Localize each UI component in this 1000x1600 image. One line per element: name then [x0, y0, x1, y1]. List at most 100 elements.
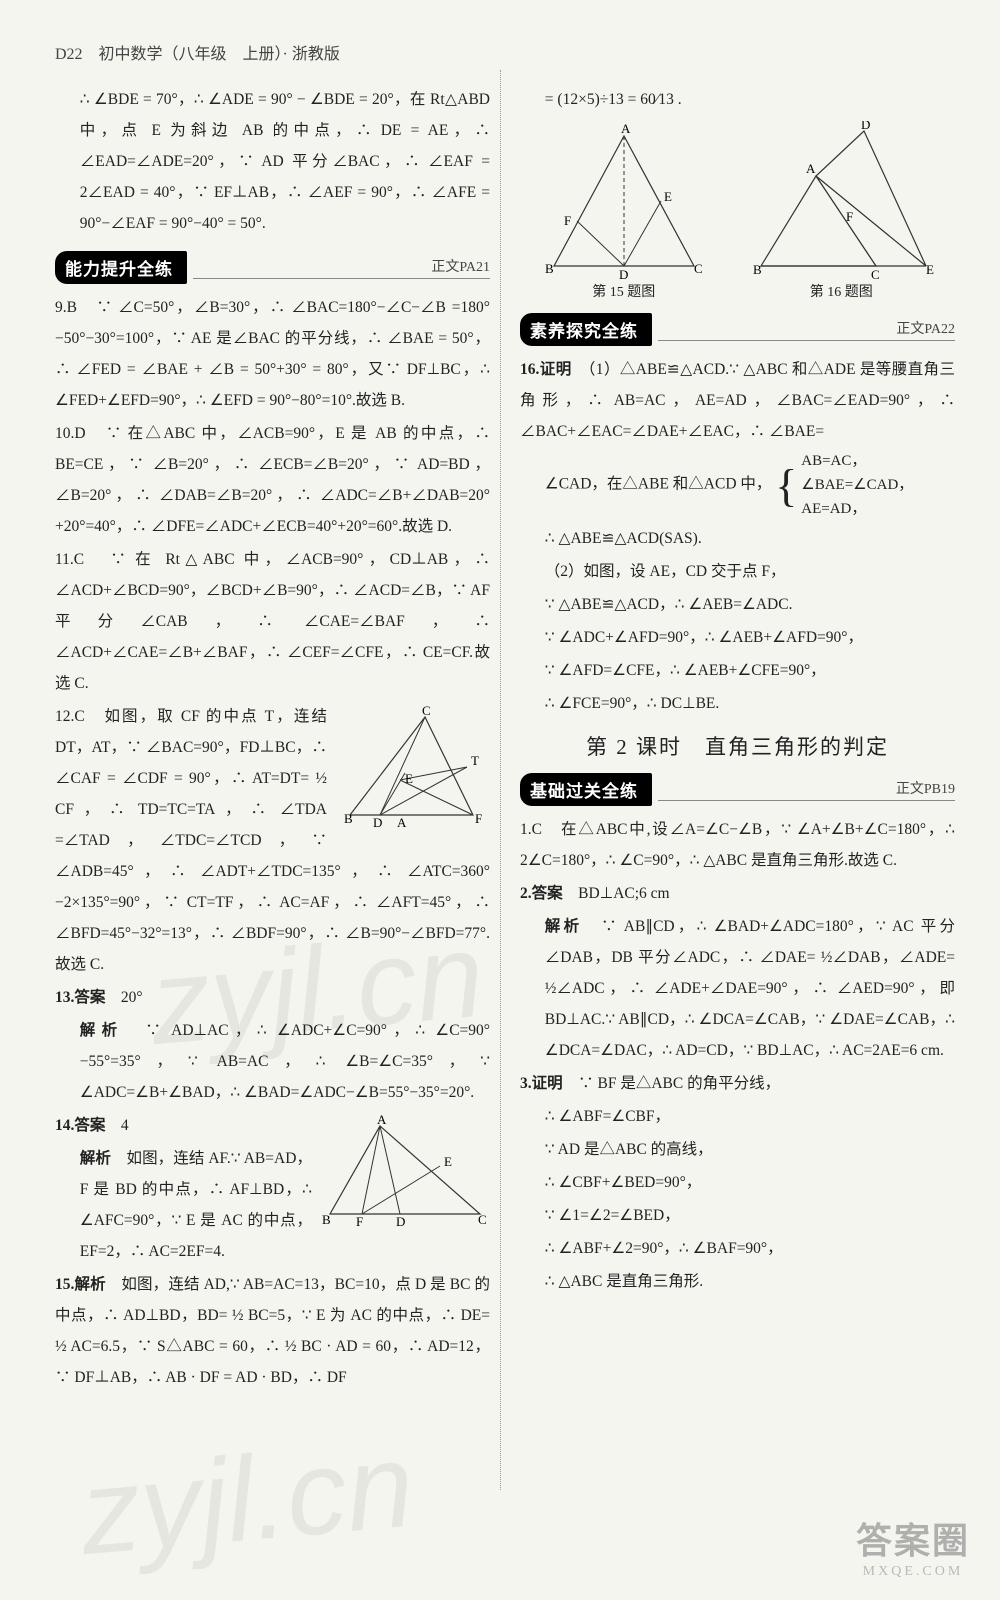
- q15-label: 15.解析: [55, 1276, 106, 1293]
- r-q3-e: ∵ ∠1=∠2=∠BED，: [520, 1200, 955, 1231]
- q16-text-a: （1）△ABE≌△ACD.∵ △ABC 和△ADE 是等腰直角三角形，∴ AB=…: [520, 361, 955, 440]
- svg-text:D: D: [861, 121, 870, 132]
- section-ability: 能力提升全练 正文PA21: [55, 251, 490, 284]
- q16-brace-left: ∠CAD，在△ABE 和△ACD 中，: [545, 476, 772, 493]
- tab-suyang-label: 素养探究全练: [520, 313, 652, 346]
- brace-l2: ∠BAE=∠CAD，: [801, 477, 913, 493]
- q9: 9.B ∵ ∠C=50°，∠B=30°，∴ ∠BAC=180°−∠C−∠B =1…: [55, 292, 490, 416]
- logo-small: MXQE.COM: [856, 1564, 970, 1580]
- r-q3-label: 3.证明: [520, 1075, 563, 1092]
- column-divider: [500, 70, 501, 1490]
- r-q3-b: ∴ ∠ABF=∠CBF，: [520, 1101, 955, 1132]
- q15-text: 如图，连结 AD,∵ AB=AC=13，BC=10，点 D 是 BC 的中点，∴…: [55, 1276, 490, 1386]
- brace-l3: AE=AD，: [801, 501, 866, 517]
- q16-f: ∵ ∠AFD=∠CFE，∴ ∠AEB+∠CFE=90°，: [520, 655, 955, 686]
- lesson-subtitle: 第 2 课时 直角三角形的判定: [520, 731, 955, 761]
- q14-ans-value: 4: [121, 1117, 129, 1134]
- left-column: ∴ ∠BDE = 70°，∴ ∠ADE = 90° − ∠BDE = 20°，在…: [55, 82, 490, 1522]
- svg-text:D: D: [373, 815, 382, 830]
- svg-text:A: A: [806, 161, 816, 176]
- svg-text:B: B: [753, 262, 762, 277]
- tab-jichu-label: 基础过关全练: [520, 773, 652, 806]
- q15: 15.解析 如图，连结 AD,∵ AB=AC=13，BC=10，点 D 是 BC…: [55, 1269, 490, 1393]
- r-q2-ans-label: 2.答案: [520, 885, 563, 902]
- brace-l1: AB=AC，: [801, 453, 866, 469]
- svg-text:A: A: [397, 815, 407, 830]
- svg-text:B: B: [344, 811, 353, 826]
- q14-exp-text: 如图，连结 AF.∵ AB=AD，F 是 BD 的中点，∴ AF⊥BD，∴ ∠A…: [80, 1150, 312, 1260]
- r-q3-a: ∵ BF 是△ABC 的角平分线，: [578, 1075, 780, 1092]
- q16-e: ∵ ∠ADC+∠AFD=90°，∴ ∠AEB+∠AFD=90°，: [520, 622, 955, 653]
- logo-big: 答案圈: [856, 1512, 970, 1564]
- q11: 11.C ∵ 在 Rt△ABC 中，∠ACB=90°，CD⊥AB，∴ ∠ACD+…: [55, 544, 490, 699]
- r-q2-ans: 2.答案 BD⊥AC;6 cm: [520, 878, 955, 909]
- q14-figure: A B F D C E: [320, 1114, 490, 1229]
- footer-logo: 答案圈 MXQE.COM: [856, 1512, 970, 1580]
- tab-ability-label: 能力提升全练: [55, 251, 187, 284]
- section-jichu: 基础过关全练 正文PB19: [520, 773, 955, 806]
- figures-row: A B C D F E 第 15 题图 D: [520, 121, 955, 301]
- q16-brace-line: ∠CAD，在△ABE 和△ACD 中， { AB=AC， ∠BAE=∠CAD， …: [520, 449, 955, 521]
- svg-text:A: A: [621, 121, 631, 136]
- right-column: = (12×5)÷13 = 60⁄13 . A B C D F E: [520, 82, 955, 1522]
- svg-text:F: F: [475, 811, 482, 826]
- r-q3-d: ∴ ∠CBF+∠BED=90°，: [520, 1167, 955, 1198]
- q13-exp-text: ∵ AD⊥AC，∴ ∠ADC+∠C=90°，∴ ∠C=90°−55°=35°，∵…: [80, 1022, 490, 1101]
- r-q1: 1.C 在△ABC中,设∠A=∠C−∠B，∵ ∠A+∠B+∠C=180°，∴ 2…: [520, 814, 955, 876]
- section-suyang: 素养探究全练 正文PA22: [520, 313, 955, 346]
- q16-a: 16.证明 （1）△ABE≌△ACD.∵ △ABC 和△ADE 是等腰直角三角形…: [520, 354, 955, 447]
- svg-text:T: T: [471, 753, 479, 768]
- fig15-box: A B C D F E 第 15 题图: [539, 121, 709, 301]
- r-q3-g: ∴ △ABC 是直角三角形.: [520, 1266, 955, 1297]
- q14-exp-label: 解析: [80, 1150, 111, 1167]
- q12-figure: C B F D A T E: [335, 705, 490, 835]
- tab-ability-ref: 正文PA21: [193, 256, 490, 279]
- page-header: D22 初中数学（八年级 上册）· 浙教版: [55, 40, 955, 64]
- svg-text:D: D: [619, 267, 628, 281]
- svg-text:E: E: [405, 771, 413, 786]
- svg-text:B: B: [322, 1212, 331, 1227]
- fig16-caption: 第 16 题图: [746, 281, 936, 301]
- r-q3-c: ∵ AD 是△ABC 的高线，: [520, 1134, 955, 1165]
- fig15-caption: 第 15 题图: [539, 281, 709, 301]
- q16-c: （2）如图，设 AE，CD 交于点 F，: [520, 556, 955, 587]
- q16-label: 16.证明: [520, 361, 572, 378]
- svg-text:E: E: [664, 189, 672, 204]
- q13-ans-label: 13.答案: [55, 989, 105, 1006]
- q16-d: ∵ △ABE≌△ACD，∴ ∠AEB=∠ADC.: [520, 589, 955, 620]
- r-q3-f: ∴ ∠ABF+∠2=90°，∴ ∠BAF=90°，: [520, 1233, 955, 1264]
- svg-text:F: F: [846, 209, 853, 224]
- fig16-box: D A B C E F 第 16 题图: [746, 121, 936, 301]
- svg-text:E: E: [926, 262, 934, 277]
- svg-text:C: C: [422, 705, 431, 718]
- svg-text:D: D: [396, 1214, 405, 1229]
- fig16-svg: D A B C E F: [746, 121, 936, 281]
- svg-text:B: B: [545, 261, 554, 276]
- fig15-svg: A B C D F E: [539, 121, 709, 281]
- r-q3-line0: 3.证明 ∵ BF 是△ABC 的角平分线，: [520, 1068, 955, 1099]
- q13-exp-label: 解析: [80, 1022, 124, 1039]
- tab-suyang-ref: 正文PA22: [658, 318, 955, 341]
- svg-text:C: C: [871, 267, 880, 281]
- r-q2-exp-text: ∵ AB∥CD，∴ ∠BAD+∠ADC=180°，∵ AC 平分∠DAB，DB …: [545, 918, 955, 1059]
- svg-text:C: C: [694, 261, 703, 276]
- q13-ans-value: 20°: [121, 989, 143, 1006]
- svg-text:A: A: [377, 1114, 387, 1127]
- q10: 10.D ∵ 在△ABC 中，∠ACB=90°，E 是 AB 的中点，∴ BE=…: [55, 418, 490, 542]
- svg-text:C: C: [478, 1212, 487, 1227]
- q13-exp: 解析 ∵ AD⊥AC，∴ ∠ADC+∠C=90°，∴ ∠C=90°−55°=35…: [55, 1015, 490, 1108]
- r-q2-exp: 解析 ∵ AB∥CD，∴ ∠BAD+∠ADC=180°，∵ AC 平分∠DAB，…: [520, 911, 955, 1066]
- q16-g: ∴ ∠FCE=90°，∴ DC⊥BE.: [520, 688, 955, 719]
- eq-top: = (12×5)÷13 = 60⁄13 .: [520, 84, 955, 115]
- q16-b: ∴ △ABE≌△ACD(SAS).: [520, 523, 955, 554]
- r-q2-ans-value: BD⊥AC;6 cm: [578, 885, 669, 902]
- q13-answer: 13.答案 20°: [55, 982, 490, 1013]
- brace-icon: {: [775, 474, 797, 497]
- q14-ans-label: 14.答案: [55, 1117, 105, 1134]
- svg-text:E: E: [444, 1154, 452, 1169]
- tab-jichu-ref: 正文PB19: [658, 778, 955, 801]
- top-continuation: ∴ ∠BDE = 70°，∴ ∠ADE = 90° − ∠BDE = 20°，在…: [55, 84, 490, 239]
- svg-text:F: F: [564, 213, 571, 228]
- r-q2-exp-label: 解析: [545, 918, 583, 935]
- svg-text:F: F: [356, 1214, 363, 1229]
